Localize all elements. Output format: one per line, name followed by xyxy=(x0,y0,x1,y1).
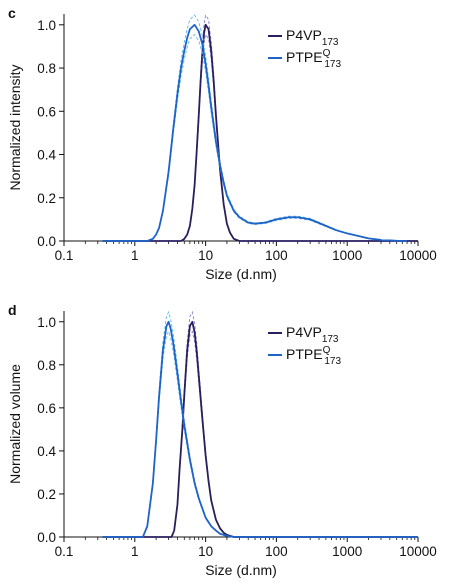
series-lower-bound xyxy=(102,33,418,242)
y-tick-label: 0.4 xyxy=(37,148,56,163)
y-axis-title: Normalized volume xyxy=(7,364,23,484)
y-tick-label: 0.8 xyxy=(37,61,56,76)
series-line-p4vp xyxy=(102,320,418,538)
panel-label: c xyxy=(8,5,16,21)
legend-entry: PTPEQ 173 xyxy=(286,345,341,367)
y-tick-label: 0.0 xyxy=(37,530,56,545)
y-tick-label: 0.8 xyxy=(37,358,56,373)
x-tick-label: 1000 xyxy=(332,248,362,263)
x-tick-label: 10 xyxy=(198,248,213,263)
x-tick-label: 0.1 xyxy=(55,248,74,263)
x-tick-label: 100 xyxy=(265,248,288,263)
y-tick-label: 1.0 xyxy=(37,18,56,33)
y-tick-label: 0.2 xyxy=(37,487,56,502)
series-line-ptpe xyxy=(102,320,418,538)
series-upper-bound xyxy=(102,14,408,242)
y-tick-label: 0.2 xyxy=(37,191,56,206)
series-line-p4vp xyxy=(102,23,418,242)
series-lower-bound xyxy=(102,33,408,242)
y-tick-label: 0.6 xyxy=(37,401,56,416)
x-tick-label: 1000 xyxy=(332,544,362,559)
legend-entry: P4VP173 xyxy=(286,324,339,345)
chart-panel-c: c 0.1 1 10 100 1000 10000 0.0 0.2 0.4 0.6 0.8 1.0 Siz… xyxy=(7,5,437,282)
x-tick-label: 10000 xyxy=(399,544,437,559)
chart-panel-d: d 0.1 1 10 100 1000 10000 0.0 0.2 0.4 0.6 0.8 1.0 Siz… xyxy=(7,302,437,578)
x-tick-label: 0.1 xyxy=(55,544,74,559)
panel-label: d xyxy=(8,302,17,318)
x-tick-label: 100 xyxy=(265,544,288,559)
legend-entry: P4VP173 xyxy=(286,27,339,48)
x-tick-label: 1 xyxy=(131,544,139,559)
y-tick-label: 1.0 xyxy=(37,315,56,330)
x-tick-label: 10 xyxy=(198,544,213,559)
x-tick-label: 10000 xyxy=(399,248,437,263)
x-tick-label: 1 xyxy=(131,248,139,263)
series-upper-bound xyxy=(102,13,418,242)
y-axis-title: Normalized intensity xyxy=(7,64,23,190)
y-tick-label: 0.6 xyxy=(37,104,56,119)
y-tick-label: 0.0 xyxy=(37,234,56,249)
x-axis-title: Size (d.nm) xyxy=(205,562,277,578)
x-axis-title: Size (d.nm) xyxy=(205,266,277,282)
y-tick-label: 0.4 xyxy=(37,444,56,459)
legend-entry: PTPEQ 173 xyxy=(286,48,341,70)
series-line-ptpe xyxy=(102,23,408,242)
